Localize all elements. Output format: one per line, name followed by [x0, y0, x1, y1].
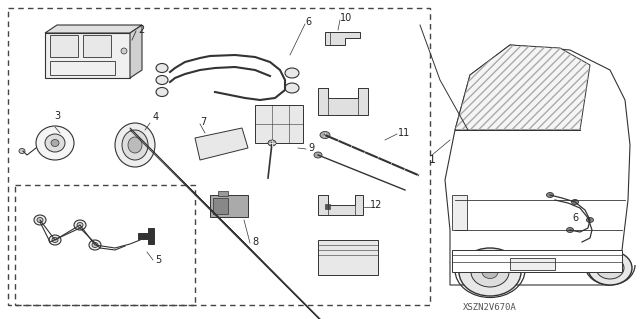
Text: 4: 4 [153, 112, 159, 122]
Ellipse shape [320, 131, 330, 138]
Polygon shape [318, 88, 368, 115]
Text: 10: 10 [340, 13, 352, 23]
Ellipse shape [122, 130, 148, 160]
Ellipse shape [34, 215, 46, 225]
Ellipse shape [285, 68, 299, 78]
Ellipse shape [77, 222, 83, 227]
Ellipse shape [268, 140, 276, 146]
Text: 11: 11 [398, 128, 410, 138]
Ellipse shape [115, 123, 155, 167]
Ellipse shape [156, 87, 168, 97]
Ellipse shape [471, 257, 509, 287]
Text: 6: 6 [572, 213, 578, 223]
Ellipse shape [588, 251, 632, 285]
Ellipse shape [49, 235, 61, 245]
Ellipse shape [596, 257, 624, 279]
Polygon shape [318, 195, 363, 215]
Text: 7: 7 [200, 117, 206, 127]
Bar [8, 8, 430, 305]
Bar [255, 105, 303, 143]
Ellipse shape [547, 192, 554, 197]
Text: XSZN2V670A: XSZN2V670A [463, 303, 517, 313]
Bar [325, 204, 330, 209]
Ellipse shape [89, 240, 101, 250]
Text: 1: 1 [429, 155, 435, 165]
Text: 6: 6 [305, 17, 311, 27]
Polygon shape [138, 228, 154, 244]
Ellipse shape [482, 265, 498, 278]
Ellipse shape [156, 76, 168, 85]
Ellipse shape [604, 263, 616, 272]
Polygon shape [195, 128, 248, 160]
Ellipse shape [128, 137, 142, 153]
Ellipse shape [459, 248, 521, 296]
Text: 9: 9 [308, 143, 314, 153]
Bar [45, 33, 130, 78]
Ellipse shape [566, 227, 573, 233]
Polygon shape [445, 45, 630, 285]
Polygon shape [130, 25, 142, 78]
Bar [50, 61, 115, 75]
Bar [213, 198, 228, 214]
Polygon shape [455, 45, 590, 130]
Ellipse shape [74, 220, 86, 230]
Ellipse shape [36, 126, 74, 160]
Ellipse shape [314, 152, 322, 158]
Circle shape [121, 48, 127, 54]
Text: 8: 8 [252, 237, 258, 247]
Bar [50, 35, 78, 57]
Text: 3: 3 [54, 111, 60, 121]
Bar [15, 185, 195, 305]
Bar [83, 35, 111, 57]
Ellipse shape [156, 63, 168, 72]
Bar [210, 195, 248, 217]
Ellipse shape [92, 242, 98, 248]
Ellipse shape [45, 134, 65, 152]
Bar [452, 250, 622, 272]
Polygon shape [325, 32, 360, 45]
Text: 2: 2 [138, 25, 144, 35]
Polygon shape [45, 25, 142, 33]
Ellipse shape [285, 83, 299, 93]
Ellipse shape [586, 218, 593, 222]
Ellipse shape [572, 199, 579, 204]
Text: 12: 12 [370, 200, 382, 210]
Bar [318, 240, 378, 275]
Bar [218, 191, 228, 196]
Ellipse shape [19, 149, 25, 153]
Ellipse shape [37, 218, 43, 222]
Text: 5: 5 [155, 255, 161, 265]
Bar [452, 195, 467, 230]
Bar [510, 258, 555, 270]
Ellipse shape [51, 139, 59, 146]
Ellipse shape [52, 238, 58, 242]
